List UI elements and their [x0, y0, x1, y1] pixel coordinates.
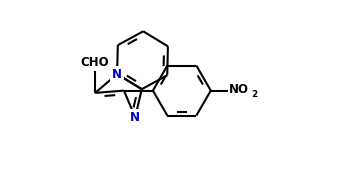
Text: N: N — [130, 111, 140, 124]
Text: CHO: CHO — [81, 56, 109, 69]
Text: 2: 2 — [251, 90, 257, 99]
Text: N: N — [112, 68, 122, 81]
Text: NO: NO — [229, 83, 249, 96]
